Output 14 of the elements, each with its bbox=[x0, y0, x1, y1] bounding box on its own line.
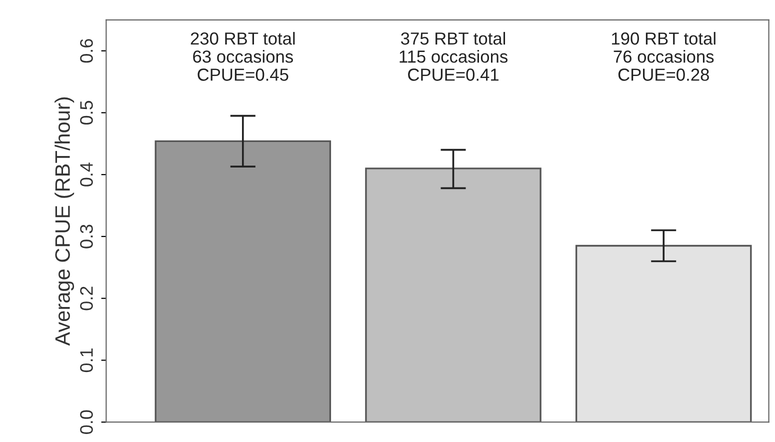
y-tick-label: 0.4 bbox=[80, 162, 93, 186]
y-tick-label: 0.5 bbox=[80, 100, 93, 125]
annotation: 375 RBT total 115 occasions CPUE=0.41 bbox=[400, 32, 508, 81]
bar bbox=[154, 140, 332, 422]
annotation: 230 RBT total 63 occasions CPUE=0.45 bbox=[190, 32, 295, 81]
y-tick-label: 0.3 bbox=[80, 224, 93, 248]
y-tick-label: 0.2 bbox=[80, 286, 93, 310]
bar bbox=[575, 244, 752, 422]
y-tick-label: 0.1 bbox=[80, 348, 93, 372]
y-tick-label: 0.6 bbox=[80, 39, 93, 63]
y-tick-label: 0.0 bbox=[80, 410, 93, 434]
y-axis-title: Average CPUE (RBT/hour) bbox=[54, 97, 74, 346]
bar bbox=[365, 168, 542, 422]
annotation: 190 RBT total 76 occasions CPUE=0.28 bbox=[612, 32, 716, 81]
